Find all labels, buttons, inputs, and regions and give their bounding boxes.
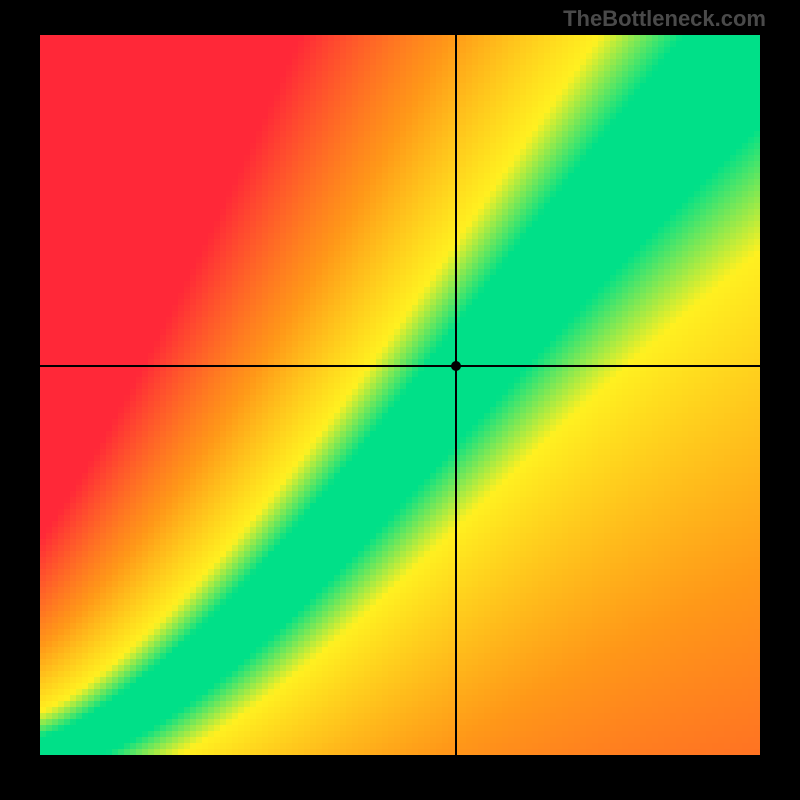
crosshair-vertical — [455, 35, 457, 755]
crosshair-horizontal — [40, 365, 760, 367]
selection-marker[interactable] — [451, 361, 461, 371]
watermark-text: TheBottleneck.com — [563, 6, 766, 32]
bottleneck-heatmap — [40, 35, 760, 755]
heatmap-canvas — [40, 35, 760, 755]
chart-frame — [40, 35, 760, 755]
